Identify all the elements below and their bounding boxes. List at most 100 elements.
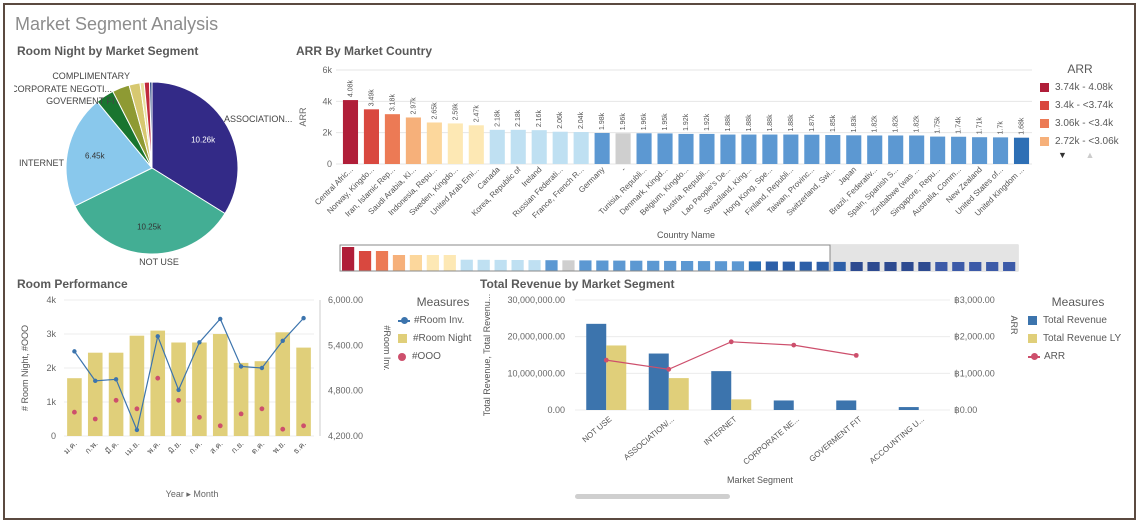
pie-chart[interactable]: 10.26k ASSOCIATION... 10.25k NOT USE 6.45k IN… bbox=[14, 60, 294, 272]
rev-legend: Measures Total Revenue Total Revenue LY AR… bbox=[1028, 295, 1128, 369]
perf-bar bbox=[296, 347, 311, 436]
arr-minimap-bar bbox=[799, 261, 812, 271]
pie-slice-label: CORPORATE NEGOTI... bbox=[14, 84, 112, 94]
arr-bar bbox=[1013, 137, 1030, 164]
arr-value-label: 1.92k bbox=[683, 113, 690, 131]
perf-bar bbox=[129, 335, 145, 436]
arr-minimap-bar bbox=[392, 255, 406, 271]
arr-bar bbox=[678, 133, 694, 164]
arr-minimap-bar bbox=[918, 262, 931, 271]
pie-slice bbox=[65, 101, 153, 207]
perf-ooo-point bbox=[280, 426, 286, 432]
arr-value-label: 1.75k bbox=[935, 116, 942, 134]
arr-bar bbox=[846, 135, 862, 164]
perf-bar bbox=[233, 362, 249, 436]
rev-y-axis-label-right: ARR bbox=[1009, 315, 1019, 335]
perf-bar bbox=[67, 378, 82, 436]
arr-value-label: 1.82k bbox=[872, 115, 879, 133]
legend-swatch bbox=[1040, 119, 1049, 128]
perf-y-tick-left: 2k bbox=[46, 363, 56, 373]
perf-x-tick: ก.ค. bbox=[187, 439, 204, 456]
arr-value-label: 1.82k bbox=[914, 115, 921, 133]
legend-prev-icon[interactable]: ▼ bbox=[1058, 150, 1067, 160]
arr-bar bbox=[930, 136, 946, 164]
arr-bar bbox=[825, 135, 841, 164]
rev-bar-total bbox=[586, 323, 607, 410]
rev-y-tick-left: 10,000,000.00 bbox=[507, 368, 565, 378]
legend-swatch bbox=[398, 352, 406, 361]
arr-value-label: 1.83k bbox=[851, 115, 858, 133]
arr-value-label: 1.87k bbox=[809, 114, 816, 132]
arr-value-label: 3.18k bbox=[389, 94, 396, 112]
arr-value-label: 1.85k bbox=[830, 114, 837, 132]
perf-x-tick: มี.ค. bbox=[103, 439, 120, 456]
arr-value-label: 1.82k bbox=[893, 115, 900, 133]
arr-value-label: 2.18k bbox=[494, 109, 501, 127]
legend-swatch bbox=[398, 316, 410, 324]
perf-ooo-point bbox=[113, 397, 119, 403]
perf-line-point bbox=[155, 334, 160, 339]
rev-arr-point bbox=[728, 339, 734, 345]
legend-marker bbox=[401, 316, 408, 324]
pie-slice bbox=[151, 81, 239, 215]
arr-value-label: 2.16k bbox=[536, 110, 543, 128]
arr-minimap-bar bbox=[630, 260, 643, 271]
arr-y-tick: 4k bbox=[322, 96, 332, 106]
arr-bar bbox=[426, 122, 442, 164]
arr-bar bbox=[804, 134, 820, 164]
perf-y-tick-right: 4,800.00 bbox=[328, 386, 363, 396]
arr-minimap-bar bbox=[409, 255, 423, 271]
rev-y-tick-left: 20,000,000.00 bbox=[507, 332, 565, 342]
arr-legend-item: 3.06k - <3.4k bbox=[1040, 118, 1120, 129]
arr-bar bbox=[972, 137, 988, 164]
perf-x-tick: พ.ย. bbox=[271, 439, 288, 456]
arr-bar bbox=[699, 133, 715, 164]
revenue-chart[interactable]: 0.00 10,000,000.00 20,000,000.00 30,000,000… bbox=[480, 290, 1035, 505]
rev-bar-total-ly bbox=[731, 399, 752, 410]
arr-bar bbox=[531, 130, 547, 164]
arr-bar bbox=[867, 135, 883, 164]
perf-x-tick: ต.ค. bbox=[249, 439, 266, 456]
arr-panel-title: ARR By Market Country bbox=[296, 44, 433, 58]
pie-slice-label: INTERNET bbox=[19, 158, 65, 168]
arr-x-tick: - bbox=[619, 165, 627, 173]
arr-legend-label: 3.4k - <3.74k bbox=[1055, 100, 1114, 111]
perf-bar bbox=[150, 330, 166, 436]
room-performance-chart[interactable]: 0 1k 2k 3k 4k 4,200.00 4,800.00 5,400.00 6,000.0… bbox=[14, 290, 404, 505]
rev-scrollbar bbox=[575, 494, 730, 499]
perf-ooo-point bbox=[155, 375, 161, 381]
rev-bar-total-ly bbox=[606, 345, 627, 410]
perf-y-tick-left: 3k bbox=[46, 329, 56, 339]
perf-line-point bbox=[259, 365, 265, 371]
arr-value-label: 1.88k bbox=[725, 114, 732, 132]
arr-minimap-bar bbox=[850, 262, 863, 271]
rev-x-tick: ACCOUNTING U... bbox=[868, 415, 926, 466]
arr-legend-item: 3.4k - <3.74k bbox=[1040, 100, 1120, 111]
rev-x-axis-label: Market Segment bbox=[727, 475, 794, 485]
arr-value-label: 1.88k bbox=[767, 114, 774, 132]
perf-y-tick-right: 6,000.00 bbox=[328, 295, 363, 305]
arr-value-label: 2.47k bbox=[473, 105, 480, 123]
perf-line bbox=[73, 317, 305, 432]
arr-value-label: 1.96k bbox=[641, 113, 648, 131]
arr-minimap-bar bbox=[731, 261, 745, 271]
perf-x-tick: ส.ค. bbox=[208, 439, 225, 456]
perf-line-point bbox=[93, 378, 98, 384]
perf-ooo-point bbox=[197, 414, 202, 420]
perf-x-axis-label: Year ▸ Month bbox=[166, 489, 219, 499]
perf-panel-title: Room Performance bbox=[17, 277, 128, 291]
arr-value-label: 1.68k bbox=[1019, 117, 1026, 135]
arr-bar bbox=[636, 133, 652, 164]
arr-minimap-bar bbox=[596, 260, 609, 271]
arr-minimap-bar bbox=[714, 261, 728, 271]
rev-y-tick-left: 0.00 bbox=[547, 405, 565, 415]
perf-x-tick: เม.ย. bbox=[123, 439, 141, 457]
perf-bar bbox=[254, 361, 270, 436]
arr-x-axis-label: Country Name bbox=[657, 230, 715, 240]
rev-y-tick-right: ฿1,000.00 bbox=[954, 368, 995, 378]
arr-minimap-bar bbox=[935, 262, 948, 271]
page-title: Market Segment Analysis bbox=[15, 14, 219, 34]
rev-y-tick-right: ฿0.00 bbox=[954, 405, 977, 415]
legend-next-icon[interactable]: ▲ bbox=[1085, 150, 1095, 160]
